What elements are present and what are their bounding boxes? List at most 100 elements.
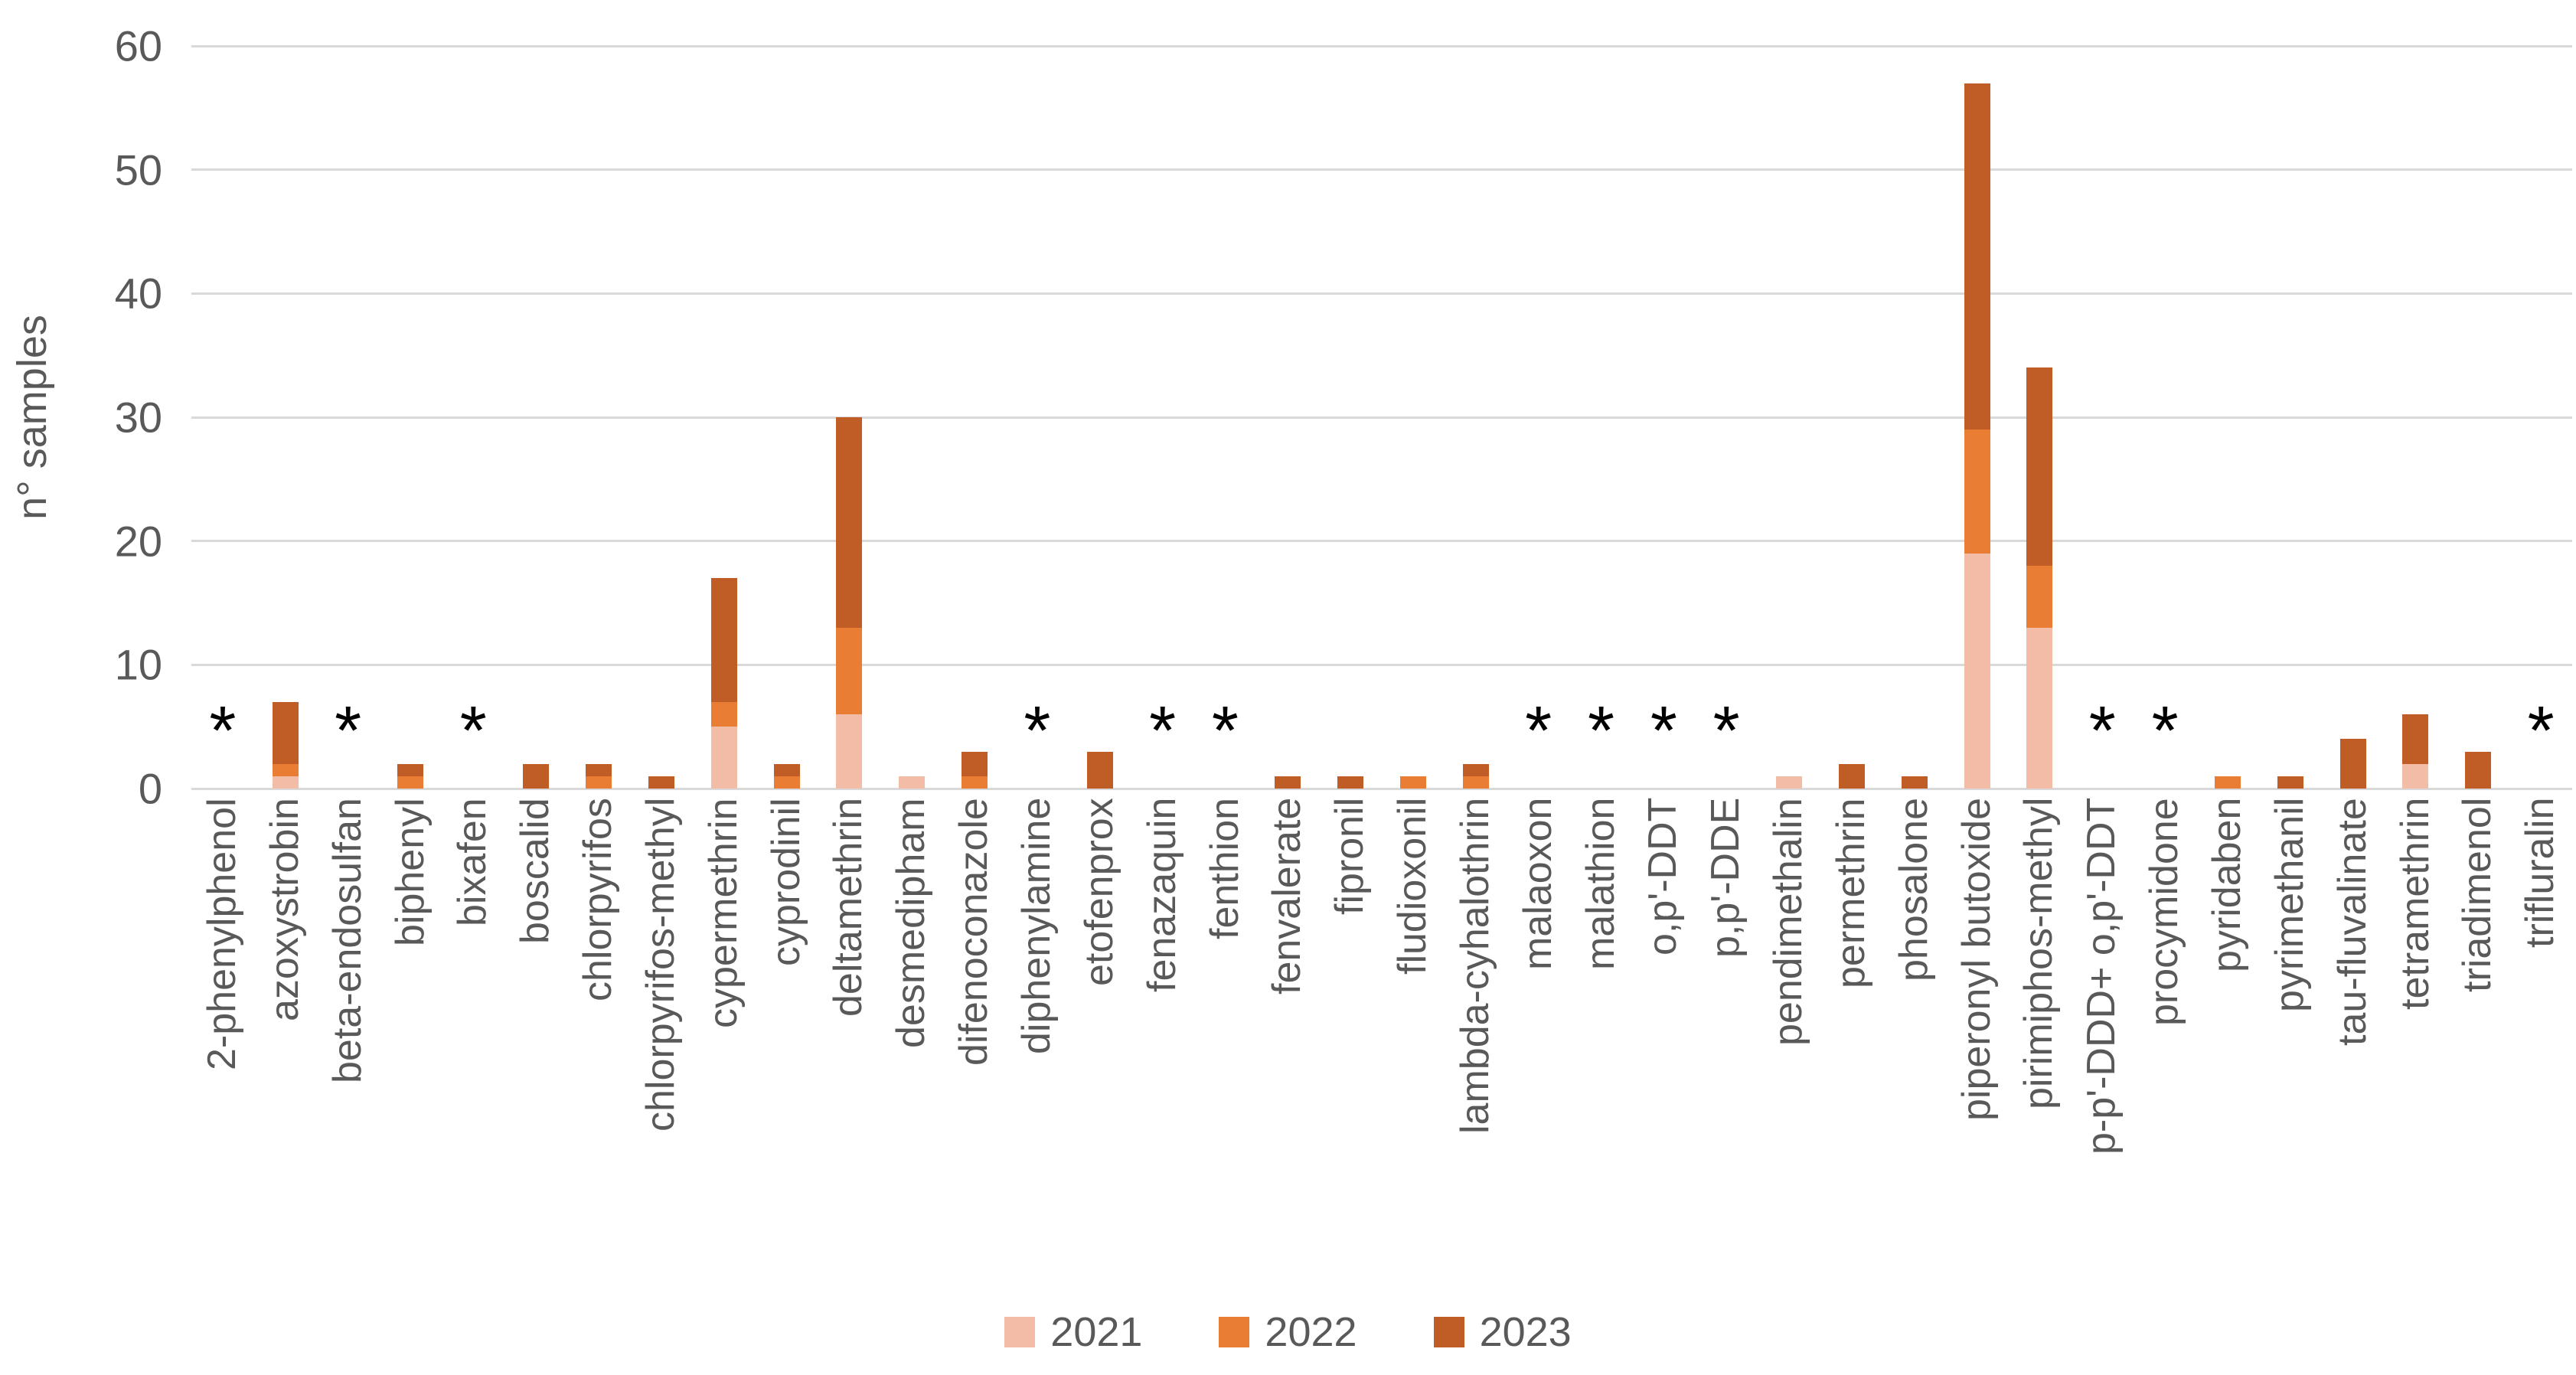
x-axis-label: pyridaben (2205, 798, 2250, 973)
category-slot (2447, 46, 2509, 789)
bar-segment-2023 (1337, 776, 1364, 789)
x-label-slot: fludioxonil (1382, 798, 1445, 1280)
asterisk-marker: * (1211, 693, 1239, 769)
bar-segment-2023 (1838, 763, 1865, 789)
y-tick-label: 40 (114, 269, 162, 318)
bar-segment-2023 (1901, 776, 1928, 789)
x-label-slot: boscalid (504, 798, 567, 1280)
category-slot (567, 46, 630, 789)
x-axis-label: tetramethrin (2392, 798, 2437, 1011)
x-label-slot: chlorpyrifos (567, 798, 630, 1280)
category-slot (880, 46, 943, 789)
category-slot (1820, 46, 1883, 789)
stacked-bar (585, 763, 612, 789)
x-label-slot: cyprodinil (756, 798, 818, 1280)
x-label-slot: p,p'-DDE (1695, 798, 1758, 1280)
legend-label: 2021 (1050, 1309, 1143, 1355)
legend-swatch-icon (1433, 1317, 1464, 1347)
x-label-slot: desmedipham (880, 798, 943, 1280)
x-label-slot: fipronil (1319, 798, 1382, 1280)
gridline-0 (191, 787, 2572, 790)
x-label-slot: p-p'-DDD+ o,p'-DDT (2071, 798, 2134, 1280)
category-slot: * (1194, 46, 1257, 789)
bar-segment-2021 (1964, 553, 1990, 789)
stacked-bar (1964, 83, 1990, 789)
x-label-slot: pyrimethanil (2259, 798, 2322, 1280)
x-axis-label: piperonyl butoxide (1954, 798, 1999, 1122)
x-axis-label: desmedipham (889, 798, 934, 1048)
x-axis-label: etofenprox (1076, 798, 1121, 986)
x-label-slot: phosalone (1883, 798, 1946, 1280)
asterisk-marker: * (1712, 693, 1740, 769)
legend-swatch-icon (1219, 1317, 1250, 1347)
x-axis-label: malathion (1578, 798, 1623, 971)
x-axis-label: pendimethalin (1766, 798, 1811, 1046)
x-axis-label: p,p'-DDE (1703, 798, 1748, 959)
bar-segment-2023 (1275, 776, 1301, 789)
category-slot: * (1695, 46, 1758, 789)
x-axis-label: biphenyl (387, 798, 433, 946)
x-axis-label: p-p'-DDD+ o,p'-DDT (2079, 798, 2124, 1155)
category-slot (2385, 46, 2447, 789)
x-axis-label: chlorpyrifos-methyl (638, 798, 683, 1132)
bar-segment-2022 (585, 776, 612, 789)
x-axis-label: o,p'-DDT (1641, 798, 1686, 956)
x-axis-label: difenoconazole (952, 798, 997, 1066)
category-slot: * (191, 46, 254, 789)
x-axis-label: tau-fluvalinate (2330, 798, 2375, 1046)
x-label-slot: o,p'-DDT (1632, 798, 1695, 1280)
bar-segment-2022 (962, 776, 988, 789)
category-slot: * (1570, 46, 1633, 789)
category-slot: * (1507, 46, 1570, 789)
bar-segment-2023 (2465, 751, 2492, 789)
category-slot (504, 46, 567, 789)
bar-segment-2023 (1086, 751, 1113, 789)
gridline-40 (191, 292, 2572, 295)
category-slot: * (2134, 46, 2196, 789)
bar-segment-2022 (1462, 776, 1489, 789)
stacked-bar (1776, 776, 1803, 789)
stacked-bar (2277, 776, 2303, 789)
bar-slots: * * * * * * * * * * * * * (191, 46, 2572, 789)
asterisk-marker: * (1587, 693, 1614, 769)
x-axis-label: 2-phenylphenol (200, 798, 245, 1070)
category-slot: * (2071, 46, 2134, 789)
x-axis-label: fenthion (1202, 798, 1247, 940)
y-axis-ticks: 0 10 20 30 40 50 60 (0, 22, 162, 813)
category-slot (1445, 46, 1507, 789)
stacked-bar (648, 776, 674, 789)
stacked-bar (1901, 776, 1928, 789)
bar-segment-2022 (1399, 776, 1426, 789)
bar-segment-2023 (773, 763, 800, 776)
legend-item-2021: 2021 (1004, 1308, 1142, 1356)
y-tick-label: 20 (114, 517, 162, 566)
x-axis-label: phosalone (1891, 798, 1936, 981)
y-tick-label: 30 (114, 393, 162, 442)
x-axis-label: bixafen (450, 798, 495, 926)
bar-segment-2021 (710, 727, 737, 789)
bar-segment-2023 (2339, 739, 2366, 789)
x-label-slot: bixafen (442, 798, 504, 1280)
x-axis-label: fenvalerate (1265, 798, 1310, 995)
x-label-slot: diphenylamine (1006, 798, 1069, 1280)
stacked-bar (2339, 739, 2366, 789)
category-slot: * (317, 46, 380, 789)
y-tick-label: 10 (114, 640, 162, 689)
stacked-bar (397, 763, 424, 789)
bar-segment-2023 (2277, 776, 2303, 789)
x-axis-label: fipronil (1327, 798, 1373, 916)
category-slot (1946, 46, 2009, 789)
gridline-20 (191, 540, 2572, 543)
stacked-bar (2214, 776, 2241, 789)
x-label-slot: cypermethrin (693, 798, 756, 1280)
x-axis-label: fenazaquin (1139, 798, 1184, 993)
stacked-bar (1086, 751, 1113, 789)
bar-segment-2023 (648, 776, 674, 789)
gridline-50 (191, 168, 2572, 171)
bar-segment-2021 (1776, 776, 1803, 789)
legend: 2021 2022 2023 (0, 1302, 2576, 1363)
category-slot (2322, 46, 2385, 789)
x-label-slot: malaoxon (1507, 798, 1570, 1280)
plot-area: * * * * * * * * * * * * * (191, 44, 2572, 790)
x-axis-label: boscalid (513, 798, 558, 944)
